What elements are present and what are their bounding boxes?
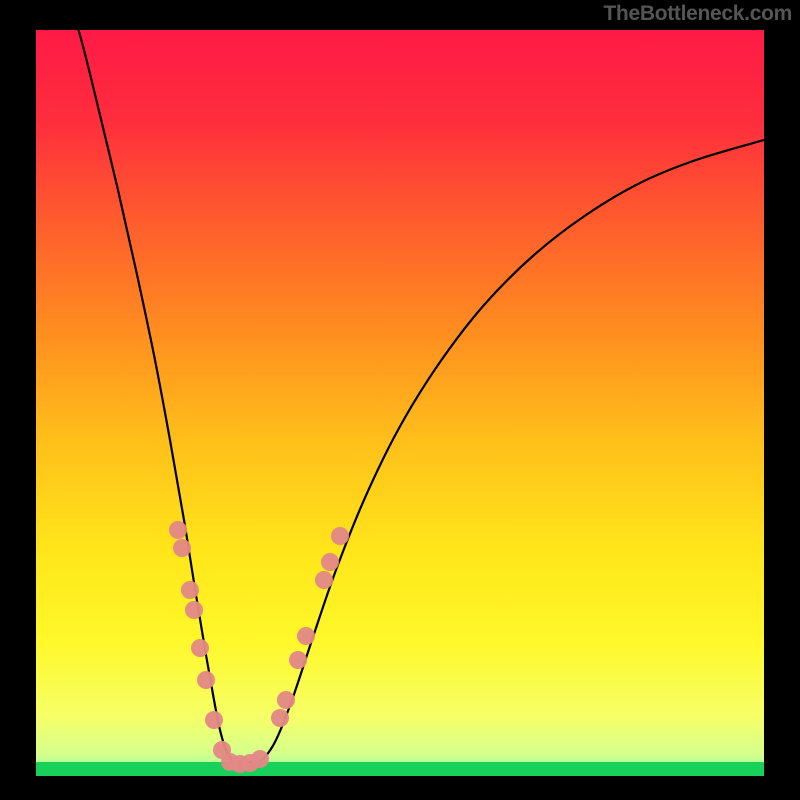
data-dot xyxy=(191,639,209,657)
data-dot xyxy=(277,691,295,709)
bottleneck-curve xyxy=(70,0,764,762)
data-dot xyxy=(251,750,269,768)
data-dot xyxy=(297,627,315,645)
dots-group xyxy=(169,521,349,773)
data-dot xyxy=(181,581,199,599)
data-dot xyxy=(321,553,339,571)
data-dot xyxy=(169,521,187,539)
data-dot xyxy=(289,651,307,669)
data-dot xyxy=(315,571,333,589)
data-dot xyxy=(271,709,289,727)
watermark-text: TheBottleneck.com xyxy=(603,0,792,28)
chart-svg xyxy=(0,0,800,800)
data-dot xyxy=(331,527,349,545)
data-dot xyxy=(197,671,215,689)
data-dot xyxy=(185,601,203,619)
data-dot xyxy=(173,539,191,557)
data-dot xyxy=(205,711,223,729)
chart-viewport: TheBottleneck.com xyxy=(0,0,800,800)
